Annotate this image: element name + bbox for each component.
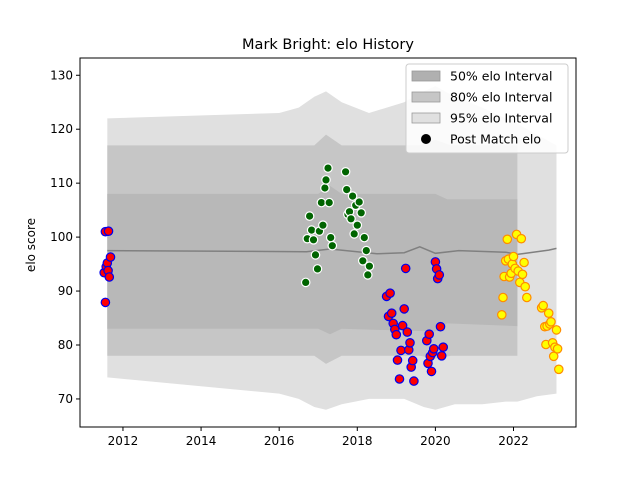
elo-point-1-21 <box>347 191 358 201</box>
x-tick-label: 2020 <box>420 434 451 448</box>
elo-point-3-16 <box>519 257 529 268</box>
elo-point-2-23 <box>426 366 437 377</box>
elo-point-1-14 <box>325 232 336 243</box>
elo-point-2-3 <box>386 308 397 318</box>
elo-point-2-12 <box>400 263 411 274</box>
x-tick-label: 2018 <box>342 434 373 448</box>
elo-point-3-15 <box>517 269 528 280</box>
elo-point-3-24 <box>543 308 554 318</box>
legend-label-3: Post Match elo <box>450 132 541 147</box>
y-tick-label: 130 <box>50 68 73 82</box>
elo-point-2-10 <box>397 320 408 331</box>
elo-point-3-28 <box>548 351 559 362</box>
elo-point-1-9 <box>318 220 328 230</box>
elo-point-2-18 <box>409 376 419 386</box>
elo-point-1-26 <box>356 208 366 218</box>
elo-point-1-5 <box>310 250 321 260</box>
elo-point-2-13 <box>402 327 413 337</box>
elo-point-3-17 <box>520 281 530 292</box>
elo-point-2-9 <box>396 345 406 356</box>
legend-swatch-2 <box>411 112 441 124</box>
elo-point-2-21 <box>424 329 434 339</box>
elo-point-3-0 <box>496 309 507 320</box>
elo-point-3-20 <box>538 300 548 311</box>
elo-point-2-15 <box>405 337 415 348</box>
elo-point-3-1 <box>498 292 508 303</box>
elo-point-1-27 <box>357 255 368 266</box>
elo-point-1-31 <box>364 261 375 271</box>
elo-point-1-15 <box>327 240 338 251</box>
legend: 50% elo Interval 80% elo Interval 95% elo … <box>405 63 569 154</box>
elo-point-1-29 <box>361 245 372 256</box>
legend-swatch-0 <box>411 70 441 82</box>
y-tick-label: 80 <box>58 338 73 352</box>
elo-point-0-8 <box>100 297 111 308</box>
x-tick-label: 2014 <box>186 434 217 448</box>
elo-point-1-13 <box>324 197 334 208</box>
x-tick-label: 2022 <box>498 434 529 448</box>
elo-point-1-30 <box>362 270 373 280</box>
elo-point-1-3 <box>306 225 317 235</box>
elo-point-0-6 <box>104 272 115 282</box>
elo-point-3-26 <box>546 316 556 327</box>
legend-swatch-1 <box>411 91 441 103</box>
elo-point-1-17 <box>341 184 352 195</box>
plot-content <box>99 86 564 410</box>
elo-point-3-31 <box>552 343 563 354</box>
elo-point-2-11 <box>399 304 409 314</box>
elo-point-0-7 <box>105 252 116 262</box>
legend-label-1: 80% elo Interval <box>450 90 552 105</box>
elo-point-2-6 <box>391 329 402 340</box>
elo-point-2-2 <box>385 288 395 298</box>
plot-frame <box>79 57 577 428</box>
elo-point-3-14 <box>516 233 527 244</box>
elo-point-2-25 <box>428 343 439 354</box>
elo-point-1-11 <box>321 175 331 185</box>
band-50 <box>107 185 518 335</box>
elo-point-3-32 <box>553 364 564 375</box>
y-tick-label: 120 <box>50 122 73 136</box>
legend-label-0: 50% elo Interval <box>450 69 552 84</box>
elo-point-2-29 <box>434 270 445 280</box>
elo-point-3-9 <box>508 251 519 262</box>
elo-point-1-24 <box>352 220 363 230</box>
elo-point-2-31 <box>436 350 447 361</box>
elo-point-3-18 <box>521 292 532 303</box>
elo-point-2-8 <box>394 374 405 384</box>
y-tick-label: 100 <box>50 230 73 244</box>
y-tick-label: 90 <box>58 284 73 298</box>
y-tick-label: 110 <box>50 176 73 190</box>
elo-point-3-4 <box>502 234 513 245</box>
elo-point-1-28 <box>359 232 370 243</box>
elo-point-3-30 <box>551 325 562 335</box>
x-tick-label: 2012 <box>108 434 139 448</box>
elo-point-1-8 <box>316 197 327 208</box>
elo-point-1-0 <box>300 277 311 288</box>
elo-point-1-16 <box>340 167 351 177</box>
legend-marker-3 <box>421 134 431 144</box>
y-axis-label: elo score <box>24 218 38 272</box>
elo-point-1-12 <box>323 163 333 173</box>
elo-point-1-2 <box>304 211 315 221</box>
elo-point-2-7 <box>392 355 403 365</box>
elo-point-1-10 <box>320 183 330 193</box>
elo-point-2-32 <box>438 342 448 352</box>
elo-point-1-6 <box>312 264 323 274</box>
legend-label-2: 95% elo Interval <box>450 111 552 126</box>
median-line <box>107 245 557 256</box>
elo-point-1-25 <box>354 197 364 207</box>
plot-area <box>99 86 564 410</box>
axes: 2012 2014 2016 2018 2020 2022 70 80 90 100 110 120 1… <box>50 57 577 448</box>
elo-point-1-22 <box>349 229 359 239</box>
legend-box <box>405 63 569 154</box>
y-tick-label: 70 <box>58 392 73 406</box>
elo-point-2-17 <box>407 355 418 366</box>
elo-point-0-1 <box>103 226 114 236</box>
elo-point-2-30 <box>435 321 446 332</box>
elo-point-1-4 <box>308 235 319 245</box>
chart-title: Mark Bright: elo History <box>242 37 414 53</box>
elo-point-1-20 <box>346 214 356 224</box>
x-tick-label: 2016 <box>264 434 295 448</box>
